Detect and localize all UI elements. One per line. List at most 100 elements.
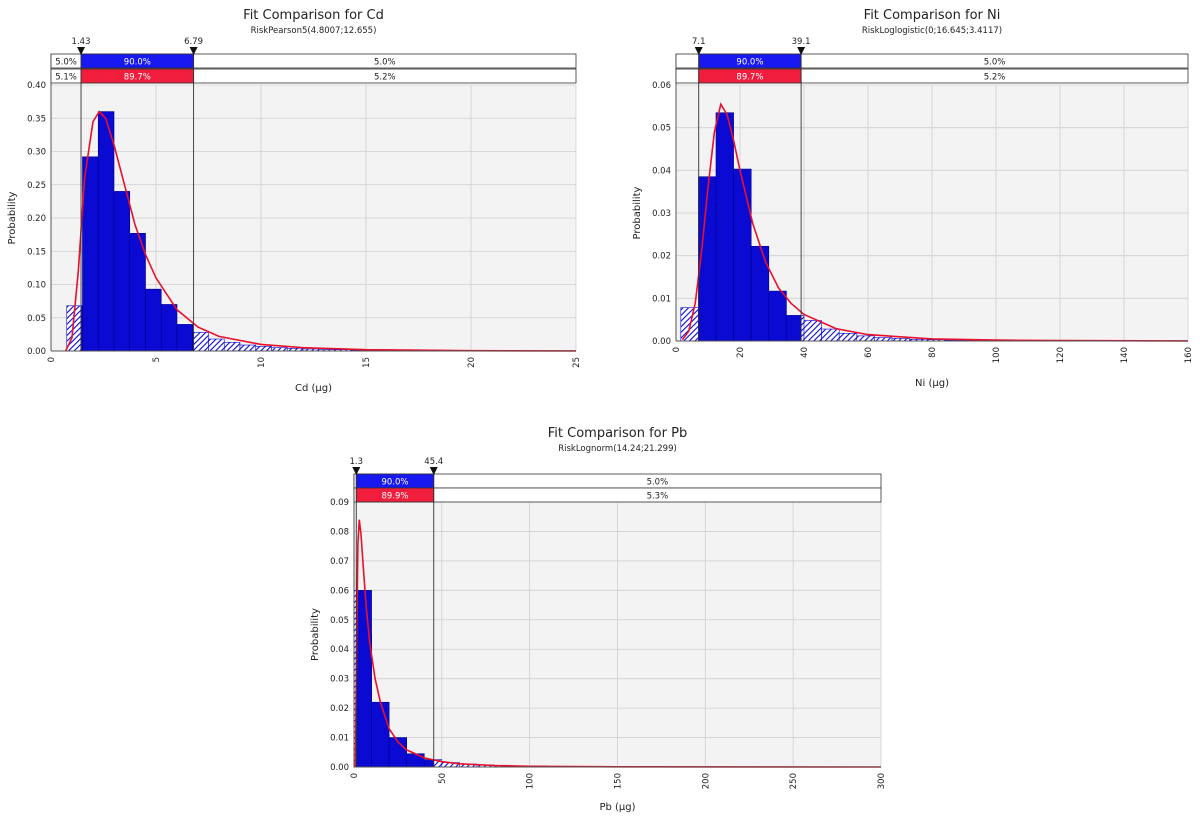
- y-tick-label: 0.40: [27, 81, 46, 91]
- histogram-bar-tail: [208, 338, 225, 352]
- marker-left-handle[interactable]: [77, 47, 86, 55]
- histogram-bar: [113, 191, 131, 352]
- histogram-bar: [145, 288, 162, 352]
- y-tick-label: 0.00: [330, 763, 349, 773]
- histogram-bar: [129, 232, 146, 352]
- marker-left-label: 7.1: [692, 37, 706, 47]
- x-tick-label: 120: [1056, 347, 1066, 363]
- y-axis-label: Probability: [632, 186, 643, 239]
- y-tick-label: 0.15: [27, 247, 46, 257]
- marker-left-handle[interactable]: [694, 47, 703, 55]
- histogram-bar: [176, 324, 194, 352]
- chart-panel-ni: Fit Comparison for Ni RiskLoglogistic(0;1…: [632, 8, 1194, 389]
- histogram-bar: [160, 304, 178, 352]
- histogram-bar: [406, 753, 425, 768]
- histogram: [680, 112, 998, 342]
- histogram-bar-tail: [223, 342, 241, 352]
- y-tick-label: 0.04: [652, 166, 671, 176]
- y-tick-label: 0.02: [652, 252, 671, 262]
- x-tick-label: 100: [992, 347, 1002, 363]
- fit-curve: [681, 102, 1189, 342]
- x-tick-label: 40: [800, 347, 810, 358]
- x-tick-label: 0: [350, 773, 360, 778]
- marker-right-handle[interactable]: [797, 47, 806, 55]
- marker-right-handle[interactable]: [429, 467, 438, 475]
- band-middle-percent: 90.0%: [736, 58, 763, 68]
- x-tick-label: 160: [1184, 347, 1194, 363]
- chart-subtitle: RiskLoglogistic(0;16.645;3.4117): [862, 26, 1002, 36]
- marker-left-handle[interactable]: [352, 467, 361, 475]
- y-tick-label: 0.09: [330, 498, 349, 508]
- band-middle-percent: 90.0%: [382, 478, 409, 488]
- y-tick-label: 0.35: [27, 114, 46, 124]
- y-tick-label: 0.07: [330, 557, 349, 567]
- histogram: [66, 111, 398, 352]
- y-tick-label: 0.05: [652, 124, 671, 134]
- y-tick-label: 0.30: [27, 148, 46, 158]
- x-tick-label: 0: [47, 357, 57, 362]
- histogram-bar-tail: [239, 344, 257, 352]
- histogram-bar-tail: [874, 337, 893, 342]
- y-tick-label: 0.06: [330, 586, 349, 596]
- histogram-bar: [786, 315, 802, 342]
- x-tick-label: 250: [789, 773, 799, 789]
- fit-curve: [354, 519, 882, 768]
- y-axis-label: Probability: [310, 608, 321, 661]
- x-tick-label: 80: [928, 347, 938, 358]
- y-tick-label: 0.20: [27, 214, 46, 224]
- y-tick-label: 0.05: [27, 314, 46, 324]
- x-tick-label: 140: [1120, 347, 1130, 363]
- band-right-percent: 5.2%: [984, 73, 1006, 83]
- marker-left-label: 1.43: [72, 37, 91, 47]
- band-middle-percent: 89.7%: [124, 73, 151, 83]
- chart-title: Fit Comparison for Ni: [864, 8, 1001, 23]
- x-axis-label: Cd (µg): [295, 383, 332, 394]
- y-tick-label: 0.03: [330, 675, 349, 685]
- x-tick-label: 20: [467, 357, 477, 368]
- y-tick-label: 0.04: [330, 645, 349, 655]
- x-tick-label: 60: [864, 347, 874, 358]
- band-top-frame: [675, 53, 1189, 69]
- x-tick-label: 200: [701, 773, 711, 789]
- marker-right-label: 6.79: [184, 37, 203, 47]
- histogram-bar: [423, 759, 435, 768]
- chart-subtitle: RiskLognorm(14.24;21.299): [558, 444, 677, 454]
- gridlines: [675, 84, 1189, 342]
- y-tick-label: 0.06: [652, 81, 671, 91]
- y-tick-label: 0.00: [652, 337, 671, 347]
- marker-right-handle[interactable]: [189, 47, 198, 55]
- x-axis-label: Pb (µg): [599, 802, 635, 813]
- band-right-percent: 5.3%: [647, 492, 669, 502]
- y-tick-label: 0.03: [652, 209, 671, 219]
- x-tick-label: 15: [362, 357, 372, 368]
- histogram-bar: [715, 112, 734, 342]
- y-tick-label: 0.08: [330, 527, 349, 537]
- x-tick-label: 5: [152, 357, 162, 362]
- band-middle-percent: 89.7%: [736, 73, 763, 83]
- x-tick-label: 100: [526, 773, 536, 789]
- chart-title: Fit Comparison for Pb: [548, 426, 687, 441]
- chart-panel-cd: Fit Comparison for Cd RiskPearson5(4.8007…: [7, 8, 582, 394]
- histogram-bar-tail: [803, 320, 822, 342]
- x-tick-label: 10: [257, 357, 267, 368]
- histogram-bar: [371, 701, 390, 768]
- x-tick-label: 50: [438, 773, 448, 784]
- y-tick-label: 0.05: [330, 616, 349, 626]
- histogram-bar: [750, 245, 770, 342]
- x-tick-label: 300: [877, 773, 887, 789]
- y-tick-label: 0.10: [27, 281, 46, 291]
- fit-curve: [64, 110, 577, 352]
- band-right-percent: 5.0%: [647, 478, 669, 488]
- y-axis-label: Probability: [7, 191, 18, 244]
- x-tick-label: 25: [572, 357, 582, 368]
- chart-panel-pb: Fit Comparison for Pb RiskLognorm(14.24;2…: [310, 426, 887, 813]
- histogram-bar-tail: [856, 335, 875, 342]
- x-tick-label: 20: [736, 347, 746, 358]
- band-left-percent: 5.0%: [55, 58, 77, 68]
- histogram-bar-tail: [838, 333, 858, 342]
- band-right-percent: 5.2%: [374, 73, 396, 83]
- y-tick-label: 0.25: [27, 181, 46, 191]
- band-middle-percent: 90.0%: [124, 58, 151, 68]
- histogram-bar: [768, 290, 787, 342]
